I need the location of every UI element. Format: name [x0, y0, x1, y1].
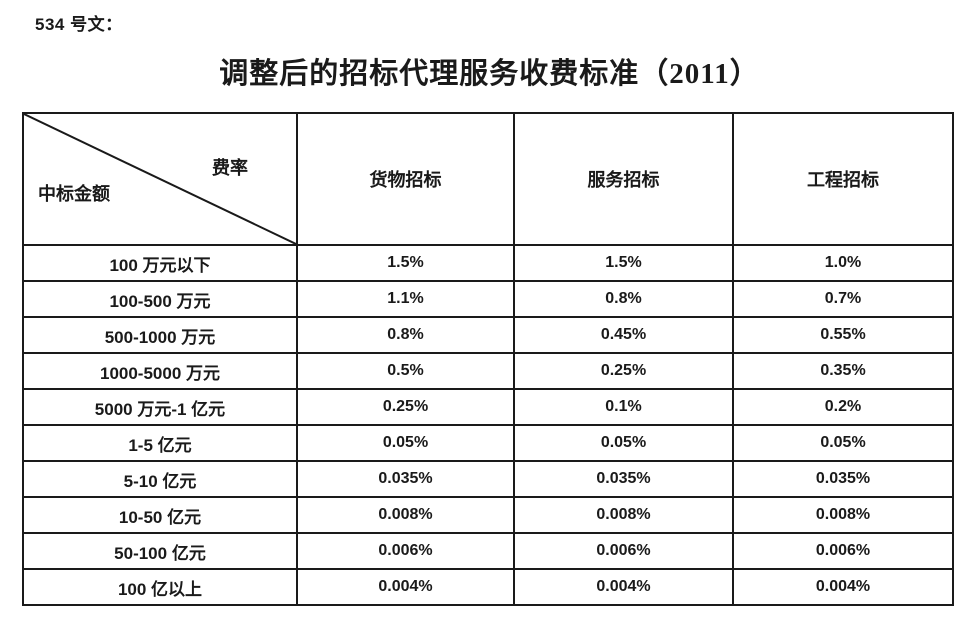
rate-cell-goods: 1.1% [296, 280, 515, 318]
column-header-goods: 货物招标 [296, 112, 515, 246]
row-label-cell: 100 亿以上 [22, 568, 298, 606]
table-body: 100 万元以下 1.5% 1.5% 1.0% 100-500 万元 1.1% … [22, 244, 954, 606]
row-label-cell: 500-1000 万元 [22, 316, 298, 354]
rate-cell-engineering: 0.05% [732, 424, 954, 462]
column-header-services: 服务招标 [513, 112, 734, 246]
rate-cell-engineering: 0.2% [732, 388, 954, 426]
row-label-cell: 10-50 亿元 [22, 496, 298, 534]
rate-cell-engineering: 0.008% [732, 496, 954, 534]
rate-cell-engineering: 0.35% [732, 352, 954, 390]
rate-cell-services: 0.25% [513, 352, 734, 390]
corner-label-bid-amount: 中标金额 [38, 184, 110, 204]
page-title: 调整后的招标代理服务收费标准（2011） [219, 58, 760, 90]
rate-cell-goods: 0.006% [296, 532, 515, 570]
rate-cell-engineering: 0.004% [732, 568, 954, 606]
row-label-cell: 50-100 亿元 [22, 532, 298, 570]
table-row: 5-10 亿元 0.035% 0.035% 0.035% [22, 460, 954, 498]
rate-cell-services: 0.035% [513, 460, 734, 498]
rate-cell-engineering: 0.006% [732, 532, 954, 570]
fee-standard-table: 费率 中标金额 货物招标 服务招标 工程招标 100 万元以下 1.5% 1.5… [22, 112, 954, 606]
table-header-row: 费率 中标金额 货物招标 服务招标 工程招标 [22, 112, 954, 246]
rate-cell-engineering: 1.0% [732, 244, 954, 282]
rate-cell-services: 0.008% [513, 496, 734, 534]
table-row: 5000 万元-1 亿元 0.25% 0.1% 0.2% [22, 388, 954, 426]
rate-cell-goods: 0.035% [296, 460, 515, 498]
rate-cell-services: 0.05% [513, 424, 734, 462]
table-row: 10-50 亿元 0.008% 0.008% 0.008% [22, 496, 954, 534]
rate-cell-services: 0.004% [513, 568, 734, 606]
diagonal-corner-cell: 费率 中标金额 [22, 112, 298, 246]
column-header-engineering: 工程招标 [732, 112, 954, 246]
table-row: 1000-5000 万元 0.5% 0.25% 0.35% [22, 352, 954, 390]
rate-cell-services: 0.006% [513, 532, 734, 570]
document-ref-label: 534 号文： [35, 15, 123, 34]
row-label-cell: 1000-5000 万元 [22, 352, 298, 390]
rate-cell-goods: 0.25% [296, 388, 515, 426]
rate-cell-goods: 0.8% [296, 316, 515, 354]
row-label-cell: 100 万元以下 [22, 244, 298, 282]
rate-cell-services: 0.45% [513, 316, 734, 354]
table-row: 100-500 万元 1.1% 0.8% 0.7% [22, 280, 954, 318]
table-row: 100 万元以下 1.5% 1.5% 1.0% [22, 244, 954, 282]
row-label-cell: 1-5 亿元 [22, 424, 298, 462]
rate-cell-engineering: 0.035% [732, 460, 954, 498]
corner-label-rate: 费率 [212, 158, 248, 178]
row-label-cell: 5000 万元-1 亿元 [22, 388, 298, 426]
table-row: 100 亿以上 0.004% 0.004% 0.004% [22, 568, 954, 606]
rate-cell-services: 0.8% [513, 280, 734, 318]
table-row: 50-100 亿元 0.006% 0.006% 0.006% [22, 532, 954, 570]
rate-cell-goods: 0.05% [296, 424, 515, 462]
rate-cell-goods: 0.5% [296, 352, 515, 390]
diagonal-divider-line [24, 114, 296, 244]
rate-cell-goods: 0.004% [296, 568, 515, 606]
rate-cell-services: 1.5% [513, 244, 734, 282]
table-row: 500-1000 万元 0.8% 0.45% 0.55% [22, 316, 954, 354]
rate-cell-goods: 1.5% [296, 244, 515, 282]
rate-cell-services: 0.1% [513, 388, 734, 426]
row-label-cell: 5-10 亿元 [22, 460, 298, 498]
row-label-cell: 100-500 万元 [22, 280, 298, 318]
rate-cell-engineering: 0.7% [732, 280, 954, 318]
table-row: 1-5 亿元 0.05% 0.05% 0.05% [22, 424, 954, 462]
rate-cell-engineering: 0.55% [732, 316, 954, 354]
rate-cell-goods: 0.008% [296, 496, 515, 534]
